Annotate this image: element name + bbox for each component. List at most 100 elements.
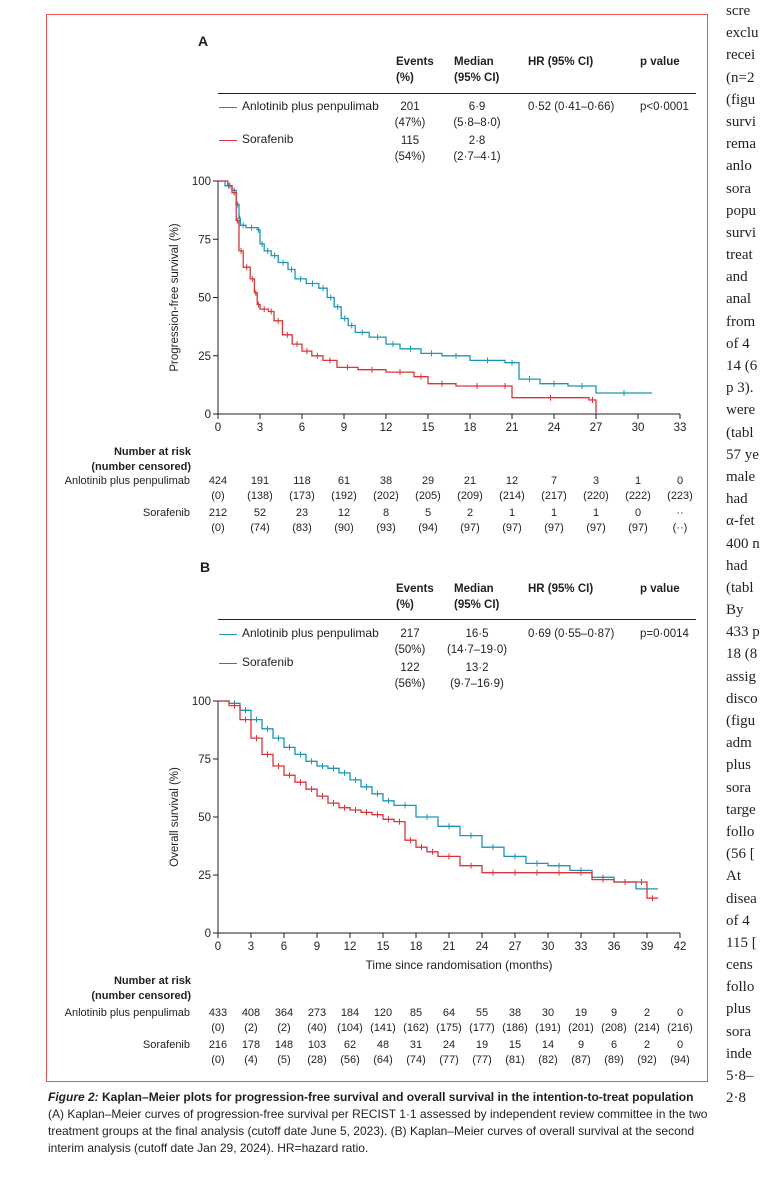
risk-cell: 2 [466, 507, 474, 519]
panel-a-y-tick-label: 0 [205, 409, 211, 421]
risk-cell: 9 [610, 1007, 618, 1019]
risk-cell: 184 [340, 1007, 360, 1019]
body-text-line: anal [726, 291, 751, 308]
panel-a-median-header: Median (95% CI) [454, 56, 500, 84]
risk-cell: 120 [373, 1007, 393, 1019]
body-text-line: follo [726, 979, 755, 996]
risk-cell: 30 [541, 1007, 555, 1019]
panel-b-x-tick-label: 39 [641, 941, 654, 953]
risk-cell: (205) [415, 490, 441, 502]
risk-cell: (97) [628, 522, 648, 534]
panel-b-p-header: p value [640, 583, 680, 595]
risk-cell: 2 [643, 1039, 651, 1051]
panel-a-hr-header: HR (95% CI) [528, 56, 594, 68]
risk-cell: (0) [211, 522, 225, 534]
panel-b-y-tick-label: 0 [205, 928, 211, 940]
panel-b-legend-line-anlotinib [219, 634, 237, 635]
risk-cell: 148 [274, 1039, 294, 1051]
panel-b-y-tick-label: 25 [198, 870, 211, 882]
panel-b-x-tick-label: 12 [344, 941, 357, 953]
body-text-line: targe [726, 801, 756, 818]
risk-cell: (0) [211, 1022, 225, 1034]
panel-b-x-tick-label: 30 [542, 941, 555, 953]
risk-cell: 0 [676, 1007, 684, 1019]
risk-cell: (97) [544, 522, 564, 534]
body-text-line: survi [726, 113, 756, 130]
risk-cell: (28) [307, 1054, 327, 1066]
panel-a-p-header: p value [640, 56, 680, 68]
panel-b-p-value: p=0·0014 [640, 628, 689, 640]
body-text-line: By [726, 602, 744, 619]
risk-cell: (90) [334, 522, 354, 534]
risk-cell: (201) [568, 1022, 594, 1034]
panel-a-y-label: Progression-free survival (%) [169, 223, 181, 371]
panel-b-curve-anlotinib [218, 700, 658, 890]
panel-b-x-tick-label: 15 [377, 941, 390, 953]
risk-cell: (83) [292, 522, 312, 534]
body-text-line: 433 p [726, 624, 760, 641]
panel-b-table-rule [218, 619, 696, 620]
body-text-line: 14 (6 [726, 358, 758, 374]
risk-cell: 0 [676, 475, 684, 487]
body-text-line: inde [726, 1045, 752, 1062]
risk-cell: 38 [508, 1007, 522, 1019]
risk-cell: (175) [436, 1022, 462, 1034]
panel-a-risk-header: Number at risk (number censored) [91, 446, 191, 473]
body-text-line: adm [726, 735, 752, 752]
body-text-line: At [726, 868, 741, 885]
risk-cell: 64 [442, 1007, 456, 1019]
body-text-line: were [726, 402, 756, 419]
risk-cell: 0 [676, 1039, 684, 1051]
panel-b-x-tick-label: 27 [509, 941, 522, 953]
risk-cell: 5 [424, 507, 432, 519]
body-text-line: of 4 [726, 912, 750, 929]
body-text-line: anlo [726, 158, 752, 175]
panel-b-hr-header: HR (95% CI) [528, 583, 594, 595]
risk-cell: 15 [508, 1039, 522, 1051]
panel-a-anlotinib-median: 6·9 (5·8–8·0) [453, 101, 501, 129]
panel-b-legend-anlotinib: Anlotinib plus penpulimab [242, 626, 379, 640]
panel-a-risk-label-sorafenib: Sorafenib [142, 507, 190, 519]
panel-b-x-tick-label: 18 [410, 941, 423, 953]
panel-a-sorafenib-events: 115 (54%) [394, 135, 426, 163]
risk-cell: (4) [244, 1054, 258, 1066]
panel-a-letter: A [198, 33, 209, 49]
body-text-line: (n=2 [726, 69, 755, 86]
risk-cell: 23 [295, 507, 309, 519]
panel-b-median-header: Median (95% CI) [454, 583, 500, 611]
risk-cell: (89) [604, 1054, 624, 1066]
risk-cell: (5) [277, 1054, 291, 1066]
risk-cell: (191) [535, 1022, 561, 1034]
risk-cell: (74) [250, 522, 270, 534]
panel-b-risk-label-sorafenib: Sorafenib [142, 1039, 190, 1051]
risk-cell: 1 [508, 507, 516, 519]
panel-b-risk-header: Number at risk (number censored) [91, 975, 191, 1002]
risk-cell: 85 [409, 1007, 423, 1019]
risk-cell: (94) [418, 522, 438, 534]
risk-cell: 14 [541, 1039, 555, 1051]
panel-a-x-tick-label: 15 [422, 422, 435, 434]
risk-cell: (0) [211, 1054, 225, 1066]
risk-cell: 1 [634, 475, 642, 487]
panel-b-letter: B [200, 559, 211, 575]
risk-cell: 2 [643, 1007, 651, 1019]
risk-cell: (192) [331, 490, 357, 502]
risk-cell: (173) [289, 490, 315, 502]
panel-a-legend-line-sorafenib [219, 140, 237, 141]
panel-a-y-tick-label: 75 [198, 234, 211, 246]
risk-cell: (97) [502, 522, 522, 534]
risk-cell: 21 [463, 475, 477, 487]
body-text-line: sora [726, 779, 751, 796]
risk-cell: 19 [574, 1007, 588, 1019]
risk-cell: (74) [406, 1054, 426, 1066]
body-text-line: plus [726, 757, 752, 774]
risk-cell: (223) [667, 490, 693, 502]
panel-b-x-tick-label: 42 [674, 941, 687, 953]
risk-cell: 55 [475, 1007, 489, 1019]
figure-frame [46, 14, 708, 1082]
body-text-line: popu [726, 202, 756, 219]
panel-b-events-header: Events (%) [396, 583, 434, 611]
risk-cell: 191 [250, 475, 270, 487]
panel-a-x-tick-label: 24 [548, 422, 561, 434]
risk-cell: 216 [208, 1039, 228, 1051]
